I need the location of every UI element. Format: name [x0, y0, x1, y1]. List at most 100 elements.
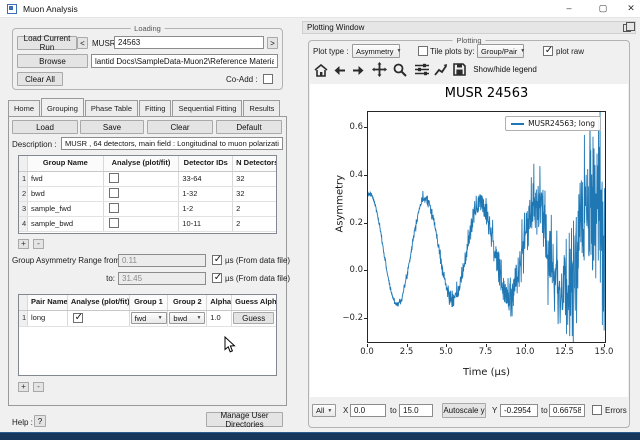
- range-from-label: Group Asymmetry Range from:: [12, 256, 115, 265]
- group-add-button[interactable]: +: [18, 239, 29, 249]
- save-icon[interactable]: [451, 61, 468, 78]
- plotting-dock-titlebar[interactable]: Plotting Window: [302, 21, 636, 34]
- pair-col-analyse: Analyse (plot/fit): [68, 295, 130, 310]
- x-to-label: to: [390, 406, 397, 415]
- chevron-down-icon: ▼: [520, 48, 525, 54]
- pair-table: Pair Name Analyse (plot/fit) Group 1 Gro…: [18, 294, 277, 376]
- range-from-input[interactable]: [118, 254, 206, 267]
- load-current-run-button[interactable]: Load Current Run: [17, 36, 77, 50]
- guess-alpha-button[interactable]: Guess: [233, 312, 274, 324]
- pair-col-name: Pair Name: [28, 295, 68, 310]
- range-to-label: to:: [12, 274, 115, 283]
- group-detector-ids[interactable]: 10-11: [179, 217, 233, 231]
- chevron-down-icon: ▼: [158, 315, 163, 321]
- tab-fitting[interactable]: Fitting: [139, 100, 171, 116]
- previous-run-button[interactable]: <: [77, 37, 88, 49]
- group-col-analyse: Analyse (plot/fit): [104, 156, 180, 171]
- tab-phase-table[interactable]: Phase Table: [85, 100, 138, 116]
- group-detector-ids[interactable]: 1-32: [179, 187, 233, 201]
- subplots-config-icon[interactable]: [413, 61, 430, 78]
- errors-checkbox[interactable]: [592, 405, 602, 415]
- group-name[interactable]: fwd: [28, 172, 104, 186]
- pair-alpha[interactable]: 1.0: [207, 311, 232, 326]
- group-detector-ids[interactable]: 1-2: [179, 202, 233, 216]
- description-input[interactable]: [61, 137, 283, 150]
- customize-plot-icon[interactable]: [432, 61, 449, 78]
- grouping-load-button[interactable]: Load: [12, 120, 78, 134]
- loading-legend: Loading: [130, 24, 165, 33]
- help-button[interactable]: ?: [34, 415, 46, 427]
- group-analyse-checkbox[interactable]: [109, 173, 119, 183]
- coadd-checkbox[interactable]: [263, 74, 273, 84]
- y-to-label: to: [541, 406, 548, 415]
- pair-analyse-checkbox[interactable]: [73, 313, 83, 323]
- plot-type-select[interactable]: Asymmetry▼: [352, 44, 400, 58]
- dock-float-icon[interactable]: [623, 24, 631, 32]
- zoom-icon[interactable]: [391, 61, 408, 78]
- pair-name[interactable]: long: [28, 311, 68, 326]
- file-path-input[interactable]: [91, 54, 278, 68]
- series-line: [368, 112, 605, 342]
- grouping-save-button[interactable]: Save: [80, 120, 144, 134]
- group-analyse-checkbox[interactable]: [109, 203, 119, 213]
- group-analyse-checkbox[interactable]: [109, 218, 119, 228]
- main-titlebar: Muon Analysis – ▢ ✕: [0, 0, 640, 18]
- autoscale-y-button[interactable]: Autoscale y: [442, 403, 486, 418]
- instrument-label: MUSR: [92, 39, 116, 48]
- group-analyse-checkbox[interactable]: [109, 188, 119, 198]
- tile-by-select[interactable]: Group/Pair▼: [477, 44, 524, 58]
- range-from-datafile-checkbox[interactable]: [212, 255, 222, 265]
- home-icon[interactable]: [312, 62, 329, 79]
- y-to-input[interactable]: [549, 404, 585, 417]
- plot-axes[interactable]: MUSR24563; long: [367, 111, 606, 343]
- pan-icon[interactable]: [371, 61, 388, 78]
- plot-raw-checkbox[interactable]: [543, 46, 553, 56]
- pair-col-group1: Group 1: [130, 295, 169, 310]
- group-name[interactable]: sample_bwd: [28, 217, 104, 231]
- run-number-input[interactable]: [114, 36, 264, 49]
- manage-user-directories-button[interactable]: Manage User Directories: [206, 412, 283, 427]
- close-button[interactable]: ✕: [618, 0, 640, 17]
- tile-plots-checkbox[interactable]: [418, 46, 428, 56]
- tab-grouping[interactable]: Grouping: [41, 98, 84, 116]
- legend-entry-label: MUSR24563; long: [528, 119, 595, 128]
- grouping-clear-button[interactable]: Clear: [147, 120, 213, 134]
- range-to-input[interactable]: [118, 272, 206, 285]
- next-run-button[interactable]: >: [267, 37, 278, 49]
- plot-canvas[interactable]: MUSR 24563 Asymmetry Time (µs) 0.02.55.0…: [310, 84, 628, 397]
- group-detector-ids[interactable]: 33-64: [179, 172, 233, 186]
- plot-title: MUSR 24563: [367, 86, 606, 101]
- coadd-label: Co-Add :: [226, 75, 258, 84]
- maximize-button[interactable]: ▢: [590, 0, 616, 17]
- group-row-fwd: 1 fwd 33-64 32: [19, 172, 276, 187]
- loading-groupbox: Loading Load Current Run < MUSR > Browse…: [12, 28, 283, 90]
- browse-button[interactable]: Browse: [17, 54, 88, 68]
- description-label: Description :: [12, 140, 56, 149]
- forward-icon[interactable]: [350, 62, 367, 79]
- show-hide-legend-button[interactable]: Show/hide legend: [472, 62, 538, 76]
- clear-all-button[interactable]: Clear All: [17, 72, 63, 86]
- plotting-dock-title: Plotting Window: [307, 23, 364, 32]
- pair-col-group2: Group 2: [168, 295, 207, 310]
- grouping-default-button[interactable]: Default: [216, 120, 282, 134]
- pair-remove-button[interactable]: -: [33, 382, 44, 392]
- tab-sequential-fitting[interactable]: Sequential Fitting: [172, 100, 242, 116]
- pair-group2-select[interactable]: bwd▼: [169, 312, 205, 324]
- tab-results[interactable]: Results: [243, 100, 280, 116]
- chevron-down-icon: ▼: [397, 48, 402, 54]
- back-icon[interactable]: [331, 62, 348, 79]
- group-name[interactable]: bwd: [28, 187, 104, 201]
- x-from-input[interactable]: [350, 404, 386, 417]
- pair-group1-select[interactable]: fwd▼: [131, 312, 167, 324]
- bottom-taskbar-strip: [0, 432, 640, 440]
- y-from-input[interactable]: [500, 404, 538, 417]
- group-remove-button[interactable]: -: [33, 239, 44, 249]
- axis-selector-select[interactable]: All▼: [312, 404, 336, 417]
- pair-add-button[interactable]: +: [18, 382, 29, 392]
- x-to-input[interactable]: [399, 404, 433, 417]
- minimize-button[interactable]: –: [556, 0, 582, 17]
- tab-home[interactable]: Home: [8, 100, 40, 116]
- range-to-datafile-checkbox[interactable]: [212, 273, 222, 283]
- plot-legend-box: MUSR24563; long: [505, 116, 601, 131]
- group-name[interactable]: sample_fwd: [28, 202, 104, 216]
